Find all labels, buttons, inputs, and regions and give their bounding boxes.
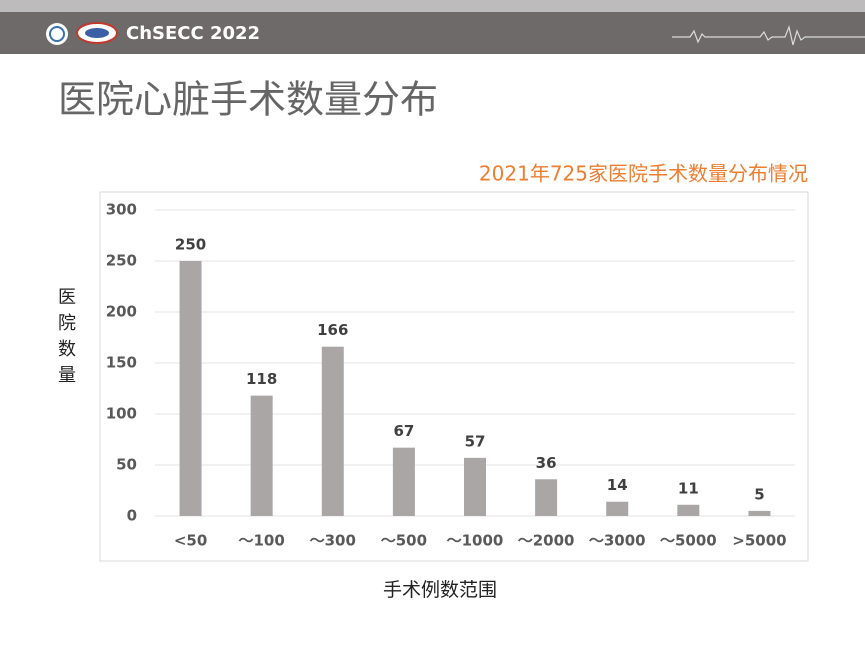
bar (179, 261, 202, 516)
y-tick-label: 200 (106, 303, 137, 321)
chart-title: 2021年725家医院手术数量分布情况 (479, 162, 808, 186)
y-tick-label: 250 (106, 252, 137, 270)
heartbeat-line (672, 24, 865, 46)
x-tick-label: ～2000 (518, 532, 575, 550)
brand: ChSECC 2022 (126, 23, 260, 44)
value-label: 67 (393, 422, 414, 440)
value-label: 11 (678, 479, 699, 497)
bar (535, 479, 558, 516)
logo-inner (85, 28, 109, 38)
y-tick-label: 300 (106, 201, 137, 219)
y-tick-label: 150 (106, 354, 137, 372)
x-tick-label: ～500 (381, 532, 427, 550)
value-label: 36 (536, 454, 557, 472)
x-tick-label: ～300 (310, 532, 356, 550)
value-label: 118 (246, 370, 277, 388)
value-label: 14 (607, 476, 628, 494)
bar (321, 346, 344, 516)
x-tick-label: >5000 (732, 532, 786, 550)
slide-title: 医院心脏手术数量分布 (58, 78, 438, 122)
bar (464, 457, 486, 516)
bar (677, 504, 700, 516)
x-axis-label: 手术例数范围 (383, 579, 497, 601)
value-label: 57 (465, 432, 486, 450)
x-tick-label: ～3000 (589, 532, 646, 550)
bar (606, 501, 629, 516)
bar (250, 395, 273, 516)
x-tick-label: ～1000 (447, 532, 504, 550)
bar (392, 447, 415, 516)
y-tick-label: 50 (116, 456, 137, 474)
y-axis-label: 医院数量 (58, 287, 76, 386)
y-tick-label: 0 (127, 507, 137, 525)
y-tick-label: 100 (106, 405, 137, 423)
header-bar (0, 12, 865, 54)
bar (748, 510, 771, 516)
x-tick-label: ～5000 (660, 532, 717, 550)
value-label: 250 (175, 236, 206, 254)
logo-ring (49, 26, 65, 42)
value-label: 166 (317, 321, 348, 339)
top-strip (0, 0, 865, 12)
x-tick-label: <50 (174, 532, 207, 550)
value-label: 5 (754, 485, 764, 503)
chart-frame (99, 191, 809, 562)
x-tick-label: ～100 (239, 532, 285, 550)
